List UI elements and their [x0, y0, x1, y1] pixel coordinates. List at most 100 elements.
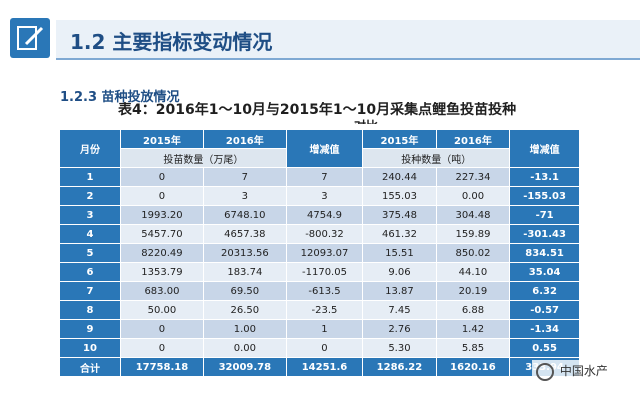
row-value-cell: 20313.56 [203, 244, 287, 263]
col-2016-stock: 2016年 [436, 130, 511, 149]
row-month-cell: 5 [60, 244, 121, 263]
row-value-cell: 683.00 [121, 282, 204, 301]
header-title-background [56, 20, 640, 58]
row-value-cell: 35.04 [510, 263, 580, 282]
row-value-cell: 304.48 [436, 206, 511, 225]
table-row: 1 0 7 7 240.44 227.34 -13.1 [60, 168, 580, 187]
caption-tail: 对比 [354, 118, 378, 124]
caption-main: 表4：2016年1～10月与2015年1～10月采集点鲤鱼投苗投种 [118, 102, 517, 118]
row-value-cell: 0 [121, 187, 204, 206]
table-row: 7 683.00 69.50 -613.5 13.87 20.19 6.32 [60, 282, 580, 301]
row-value-cell: 20.19 [436, 282, 511, 301]
row-value-cell: 4657.38 [203, 225, 287, 244]
row-value-cell: 834.51 [510, 244, 580, 263]
row-value-cell: 3 [203, 187, 287, 206]
row-value-cell: 69.50 [203, 282, 287, 301]
total-cell: 17758.18 [121, 358, 204, 377]
row-value-cell: 9.06 [363, 263, 437, 282]
row-value-cell: 4754.9 [286, 206, 364, 225]
row-value-cell: 6.88 [436, 301, 511, 320]
row-value-cell: 7 [286, 168, 364, 187]
row-value-cell: -71 [510, 206, 580, 225]
row-month-cell: 8 [60, 301, 121, 320]
total-cell: 14251.6 [286, 358, 364, 377]
row-value-cell: 1.42 [436, 320, 511, 339]
row-month-cell: 10 [60, 339, 121, 358]
table-row: 3 1993.20 6748.10 4754.9 375.48 304.48 -71 [60, 206, 580, 225]
total-row: 合计17758.1832009.7814251.61286.221620.163… [60, 358, 580, 377]
row-month-cell: 6 [60, 263, 121, 282]
row-value-cell: 15.51 [363, 244, 437, 263]
col-change-fry: 增减值 [286, 130, 364, 168]
row-value-cell: -13.1 [510, 168, 580, 187]
row-month-cell: 1 [60, 168, 121, 187]
watermark: 中国水产 [532, 360, 612, 383]
table-row: 8 50.00 26.50 -23.5 7.45 6.88 -0.57 [60, 301, 580, 320]
header-divider [56, 58, 640, 60]
row-value-cell: 0.00 [203, 339, 287, 358]
page-title: 1.2 主要指标变动情况 [70, 30, 273, 54]
col-2016-fry: 2016年 [203, 130, 287, 149]
row-value-cell: 461.32 [363, 225, 437, 244]
row-value-cell: 0.00 [436, 187, 511, 206]
row-month-cell: 2 [60, 187, 121, 206]
row-value-cell: 8220.49 [121, 244, 204, 263]
row-value-cell: 50.00 [121, 301, 204, 320]
row-value-cell: -301.43 [510, 225, 580, 244]
table-row: 9 0 1.00 1 2.76 1.42 -1.34 [60, 320, 580, 339]
subheader-fry-quantity: 投苗数量（万尾） [121, 149, 287, 168]
row-value-cell: 26.50 [203, 301, 287, 320]
row-value-cell: 5457.70 [121, 225, 204, 244]
data-table: 月份 2015年 2016年 增减值 2015年 2016年 增减值 投苗数量（… [60, 130, 580, 377]
row-month-cell: 9 [60, 320, 121, 339]
row-value-cell: 6.32 [510, 282, 580, 301]
row-value-cell: -613.5 [286, 282, 364, 301]
total-cell: 1620.16 [436, 358, 511, 377]
row-value-cell: 0 [286, 339, 364, 358]
col-2015-fry: 2015年 [121, 130, 204, 149]
row-month-cell: 3 [60, 206, 121, 225]
row-value-cell: -0.57 [510, 301, 580, 320]
row-value-cell: -23.5 [286, 301, 364, 320]
wechat-icon [536, 362, 554, 381]
row-month-cell: 4 [60, 225, 121, 244]
col-2015-stock: 2015年 [363, 130, 437, 149]
row-value-cell: 183.74 [203, 263, 287, 282]
section-header: 1.2 主要指标变动情况 [0, 18, 640, 60]
row-value-cell: 1353.79 [121, 263, 204, 282]
row-value-cell: 44.10 [436, 263, 511, 282]
row-value-cell: 3 [286, 187, 364, 206]
total-cell: 1286.22 [363, 358, 437, 377]
row-value-cell: -1170.05 [286, 263, 364, 282]
total-cell: 合计 [60, 358, 121, 377]
row-value-cell: 0 [121, 339, 204, 358]
row-value-cell: 0 [121, 168, 204, 187]
table-row: 6 1353.79 183.74 -1170.05 9.06 44.10 35.04 [60, 263, 580, 282]
row-value-cell: 1.00 [203, 320, 287, 339]
table-row: 2 0 3 3 155.03 0.00 -155.03 [60, 187, 580, 206]
total-cell: 32009.78 [203, 358, 287, 377]
row-value-cell: -800.32 [286, 225, 364, 244]
table-row: 10 0 0.00 0 5.30 5.85 0.55 [60, 339, 580, 358]
row-value-cell: 375.48 [363, 206, 437, 225]
col-change-stock: 增减值 [510, 130, 580, 168]
table-body: 1 0 7 7 240.44 227.34 -13.1 2 0 3 3 155.03 0.00 -155.… [60, 168, 580, 377]
table-caption: 表4：2016年1～10月与2015年1～10月采集点鲤鱼投苗投种 对比 [118, 102, 578, 124]
subsection-title: 1.2.3 苗种投放情况 [60, 90, 180, 105]
row-value-cell: 1993.20 [121, 206, 204, 225]
row-value-cell: 1 [286, 320, 364, 339]
row-value-cell: 0.55 [510, 339, 580, 358]
row-value-cell: 5.30 [363, 339, 437, 358]
row-value-cell: 240.44 [363, 168, 437, 187]
row-value-cell: 7 [203, 168, 287, 187]
row-value-cell: 0 [121, 320, 204, 339]
row-value-cell: 155.03 [363, 187, 437, 206]
row-value-cell: 5.85 [436, 339, 511, 358]
watermark-text: 中国水产 [559, 364, 608, 378]
row-value-cell: -1.34 [510, 320, 580, 339]
row-value-cell: 159.89 [436, 225, 511, 244]
row-value-cell: -155.03 [510, 187, 580, 206]
row-value-cell: 13.87 [363, 282, 437, 301]
row-value-cell: 7.45 [363, 301, 437, 320]
row-value-cell: 12093.07 [286, 244, 364, 263]
